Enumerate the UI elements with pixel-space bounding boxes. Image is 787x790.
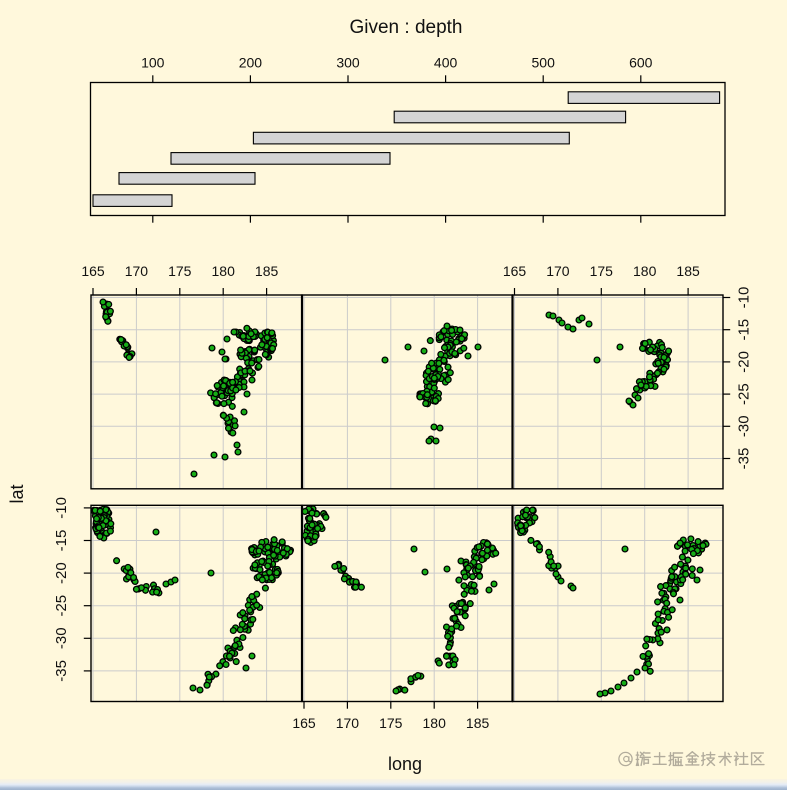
svg-text:165: 165 bbox=[503, 263, 527, 279]
svg-text:300: 300 bbox=[336, 55, 360, 71]
svg-text:400: 400 bbox=[434, 55, 458, 71]
svg-text:175: 175 bbox=[379, 715, 403, 731]
svg-text:100: 100 bbox=[141, 55, 165, 71]
svg-text:600: 600 bbox=[629, 55, 653, 71]
svg-text:-15: -15 bbox=[736, 319, 753, 341]
svg-text:175: 175 bbox=[168, 263, 192, 279]
svg-text:180: 180 bbox=[212, 263, 236, 279]
svg-text:185: 185 bbox=[466, 715, 490, 731]
svg-text:180: 180 bbox=[633, 263, 657, 279]
svg-text:-30: -30 bbox=[53, 627, 70, 649]
svg-text:-20: -20 bbox=[53, 562, 70, 584]
svg-text:180: 180 bbox=[423, 715, 447, 731]
svg-text:500: 500 bbox=[532, 55, 556, 71]
svg-text:170: 170 bbox=[546, 263, 570, 279]
svg-text:-20: -20 bbox=[736, 351, 753, 373]
svg-text:175: 175 bbox=[590, 263, 614, 279]
svg-text:long: long bbox=[388, 754, 422, 774]
svg-text:170: 170 bbox=[125, 263, 149, 279]
svg-text:165: 165 bbox=[81, 263, 105, 279]
svg-text:185: 185 bbox=[676, 263, 700, 279]
svg-text:-10: -10 bbox=[736, 287, 753, 309]
svg-text:185: 185 bbox=[255, 263, 279, 279]
svg-text:lat: lat bbox=[7, 484, 27, 503]
svg-text:-10: -10 bbox=[53, 497, 70, 519]
svg-text:-35: -35 bbox=[736, 448, 753, 470]
svg-text:170: 170 bbox=[336, 715, 360, 731]
svg-text:200: 200 bbox=[239, 55, 263, 71]
svg-text:165: 165 bbox=[292, 715, 316, 731]
svg-text:-25: -25 bbox=[53, 595, 70, 617]
svg-text:-30: -30 bbox=[736, 415, 753, 437]
svg-text:-15: -15 bbox=[53, 530, 70, 552]
svg-text:-35: -35 bbox=[53, 660, 70, 682]
svg-text:-25: -25 bbox=[736, 383, 753, 405]
svg-text:Given : depth: Given : depth bbox=[349, 17, 462, 38]
